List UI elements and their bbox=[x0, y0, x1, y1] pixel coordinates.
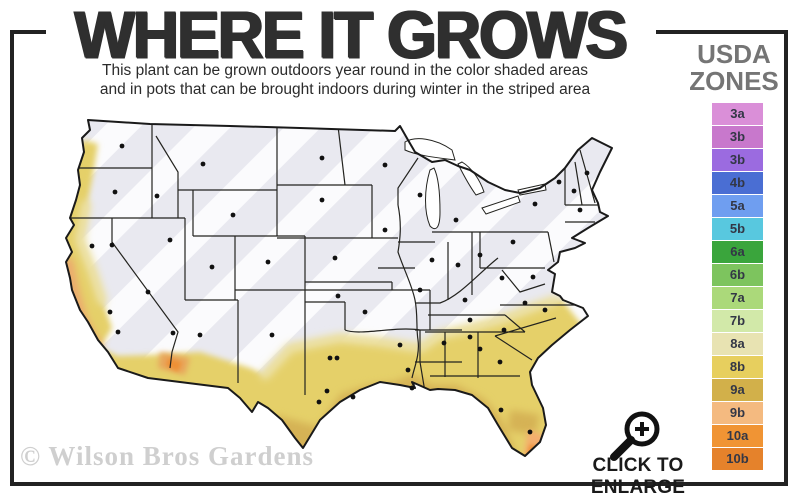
zone-swatch-7a: 7a bbox=[712, 287, 763, 309]
zone-swatch-5b: 5b bbox=[712, 218, 763, 240]
subtitle-line-1: This plant can be grown outdoors year ro… bbox=[102, 62, 588, 79]
zone-swatch-9a: 9a bbox=[712, 379, 763, 401]
zone-swatch-10a: 10a bbox=[712, 425, 763, 447]
frame-left-edge bbox=[10, 30, 14, 486]
click-to-enlarge-label[interactable]: CLICK TO ENLARGE bbox=[590, 455, 686, 498]
page-title: WHERE IT GROWS bbox=[74, 0, 628, 72]
zone-swatch-6b: 6b bbox=[712, 264, 763, 286]
zone-swatch-4a: 3b bbox=[712, 149, 763, 171]
frame-right-edge bbox=[784, 30, 788, 486]
frame-bottom-edge bbox=[10, 482, 788, 486]
legend-title-line-1: USDA bbox=[697, 39, 771, 69]
zone-swatch-3a: 3a bbox=[712, 103, 763, 125]
us-outline bbox=[65, 119, 613, 457]
zone-swatch-6a: 6a bbox=[712, 241, 763, 263]
frame-top-left-segment bbox=[10, 30, 46, 34]
zone-swatch-8b: 8b bbox=[712, 356, 763, 378]
zone-swatch-8a: 8a bbox=[712, 333, 763, 355]
zone-swatch-3b: 3b bbox=[712, 126, 763, 148]
great-lakes bbox=[404, 138, 547, 230]
frame-top-right-segment bbox=[656, 30, 788, 34]
state-borders bbox=[70, 122, 598, 395]
zone-swatch-7b: 7b bbox=[712, 310, 763, 332]
state-dots bbox=[89, 143, 590, 435]
subtitle: This plant can be grown outdoors year ro… bbox=[20, 61, 670, 99]
zone-swatch-10b: 10b bbox=[712, 448, 763, 470]
zone-swatch-9b: 9b bbox=[712, 402, 763, 424]
legend-title: USDA ZONES bbox=[680, 41, 788, 95]
watermark: © Wilson Bros Gardens bbox=[20, 441, 314, 471]
usda-zone-legend: 3a 3b 3b 4b 5a 5b 6a 6b 7a 7b 8a 8b 9a 9… bbox=[712, 103, 763, 471]
legend-title-line-2: ZONES bbox=[689, 66, 779, 96]
magnifier-plus-icon[interactable] bbox=[602, 406, 666, 462]
zone-swatch-5a: 5a bbox=[712, 195, 763, 217]
zone-swatch-4b: 4b bbox=[712, 172, 763, 194]
us-zone-map[interactable] bbox=[40, 100, 720, 480]
subtitle-line-2: and in pots that can be brought indoors … bbox=[99, 81, 591, 98]
